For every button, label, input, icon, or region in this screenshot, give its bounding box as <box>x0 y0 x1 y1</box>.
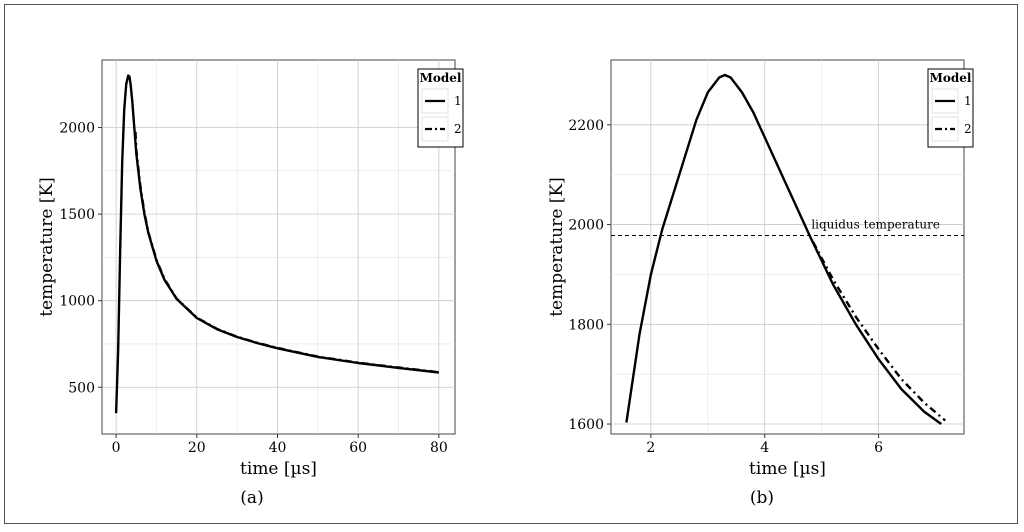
legend-title: Model <box>930 71 972 85</box>
y-tick-label: 2000 <box>568 218 604 234</box>
y-axis-label: temperature [K] <box>37 177 57 317</box>
series-2-line <box>812 241 946 422</box>
y-tick-label: 1600 <box>568 417 604 433</box>
y-tick-label: 1500 <box>59 207 95 223</box>
legend-title: Model <box>420 71 462 85</box>
y-tick-label: 2000 <box>59 121 95 137</box>
series-1-line <box>625 73 942 425</box>
y-tick-label: 2200 <box>568 118 604 134</box>
legend-label: 1 <box>964 94 972 108</box>
x-tick-label: 80 <box>430 440 448 456</box>
x-tick-label: 0 <box>112 440 121 456</box>
y-tick-label: 500 <box>68 380 95 396</box>
x-tick-label: 6 <box>874 440 883 456</box>
x-tick-label: 4 <box>760 440 769 456</box>
plot-panel-2 <box>610 59 965 435</box>
liquidus-label: liquidus temperature <box>811 218 940 232</box>
x-axis-label: time [µs] <box>749 459 826 479</box>
legend-label: 1 <box>454 94 462 108</box>
x-axis-label: time [µs] <box>240 459 317 479</box>
legend-label: 2 <box>454 122 462 136</box>
series-2-line <box>134 131 440 374</box>
plot-panel-1 <box>101 59 456 435</box>
legend-label: 2 <box>964 122 972 136</box>
y-tick-label: 1800 <box>568 317 604 333</box>
x-tick-label: 40 <box>269 440 287 456</box>
x-tick-label: 2 <box>646 440 655 456</box>
y-axis-label: temperature [K] <box>547 177 567 317</box>
x-tick-label: 20 <box>188 440 206 456</box>
y-tick-label: 1000 <box>59 294 95 310</box>
panel-caption: (a) <box>240 488 263 508</box>
x-tick-label: 60 <box>349 440 367 456</box>
panel-caption: (b) <box>750 488 774 508</box>
